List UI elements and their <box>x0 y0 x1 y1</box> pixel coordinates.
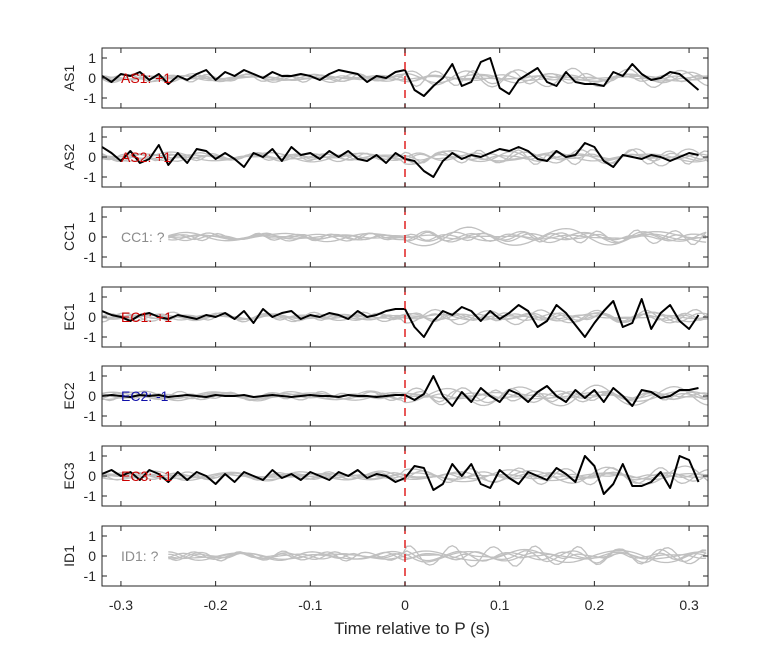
y-tick-label: -1 <box>84 488 97 504</box>
y-tick-label: -1 <box>84 329 97 345</box>
y-tick-label: 1 <box>88 289 96 305</box>
panel-ylabel: EC1 <box>61 303 77 330</box>
panel-ylabel: AS2 <box>61 144 77 171</box>
background-trace-line <box>168 550 707 563</box>
x-axis-label: Time relative to P (s) <box>334 619 490 638</box>
station-polarity-label: AS1: +1 <box>121 70 171 86</box>
y-tick-label: 0 <box>88 309 96 325</box>
panel-cc1: 1 0 -1 CC1 CC1: ? <box>61 206 709 268</box>
station-polarity-label: AS2: +1 <box>121 149 171 165</box>
background-trace-line <box>102 148 708 166</box>
y-tick-label: 0 <box>88 70 96 86</box>
y-tick-label: 0 <box>88 229 96 245</box>
station-polarity-label: EC2: -1 <box>121 388 169 404</box>
y-tick-label: 1 <box>88 368 96 384</box>
y-tick-label: -1 <box>84 90 97 106</box>
y-tick-label: 1 <box>88 448 96 464</box>
x-tick-label: 0.2 <box>585 597 605 613</box>
y-tick-label: 0 <box>88 548 96 564</box>
y-tick-label: 0 <box>88 468 96 484</box>
main-trace-line <box>102 142 699 178</box>
y-tick-label: 1 <box>88 50 96 66</box>
panel-ylabel: EC3 <box>61 462 77 489</box>
panel-as2: 1 0 -1 AS2 AS2: +1 <box>61 126 709 188</box>
x-tick-label: 0 <box>401 597 409 613</box>
background-traces <box>167 544 707 568</box>
x-tick-label: -0.2 <box>204 597 228 613</box>
x-tick-label: 0.1 <box>490 597 510 613</box>
x-tick-label: -0.1 <box>298 597 322 613</box>
station-polarity-label: EC1: +1 <box>121 309 172 325</box>
main-trace-line <box>102 455 700 495</box>
panel-ylabel: ID1 <box>61 545 77 567</box>
panel-ylabel: CC1 <box>61 223 77 251</box>
y-tick-label: 0 <box>88 388 96 404</box>
station-polarity-label: ID1: ? <box>121 548 159 564</box>
y-tick-label: 1 <box>88 129 96 145</box>
y-tick-label: 0 <box>88 149 96 165</box>
main-trace-line <box>102 57 700 97</box>
background-trace-line <box>168 229 707 246</box>
main-trace-line <box>102 298 700 338</box>
y-tick-label: 1 <box>88 209 96 225</box>
panel-ec3: 1 0 -1 EC3 EC3: +1 <box>61 445 709 507</box>
y-tick-label: 1 <box>88 528 96 544</box>
y-tick-label: -1 <box>84 408 97 424</box>
background-trace-line <box>168 547 707 565</box>
background-trace-line <box>168 226 707 247</box>
station-polarity-label: EC3: +1 <box>121 468 172 484</box>
main-trace-line <box>102 375 699 407</box>
background-traces <box>168 226 707 247</box>
panel-ec2: 1 0 -1 EC2 EC2: -1 <box>61 365 709 427</box>
panels-layer: 1 0 -1 AS1 AS1: +1 1 0 -1 AS2 AS2: +1 1 0 -1 CC1 CC1: … <box>61 47 709 587</box>
panel-ylabel: EC2 <box>61 382 77 409</box>
x-tick-label: -0.3 <box>109 597 133 613</box>
background-trace-line <box>102 308 708 324</box>
y-tick-label: -1 <box>84 568 97 584</box>
panel-id1: 1 0 -1 ID1 ID1: ? <box>61 525 709 587</box>
panel-as1: 1 0 -1 AS1 AS1: +1 <box>61 47 709 109</box>
x-axis: -0.3 -0.2 -0.1 0 0.1 0.2 0.3 <box>109 597 699 613</box>
panel-ylabel: AS1 <box>61 65 77 92</box>
y-tick-label: -1 <box>84 169 97 185</box>
x-tick-label: 0.3 <box>679 597 699 613</box>
panel-ec1: 1 0 -1 EC1 EC1: +1 <box>61 286 709 348</box>
station-polarity-label: CC1: ? <box>121 229 165 245</box>
y-tick-label: -1 <box>84 249 97 265</box>
background-trace-line <box>102 384 708 407</box>
